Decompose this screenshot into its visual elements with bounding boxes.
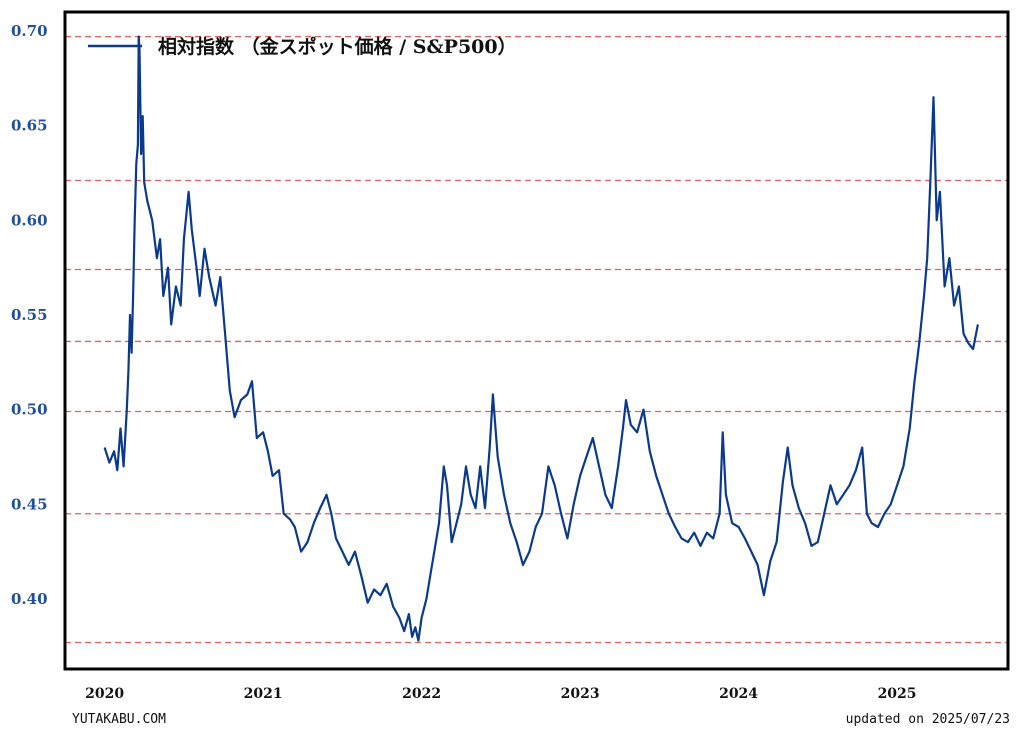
x-tick-label: 2024 xyxy=(719,686,758,702)
y-tick-label: 0.60 xyxy=(11,211,48,229)
plot-frame xyxy=(63,10,1010,671)
y-tick-label: 0.40 xyxy=(11,590,48,608)
x-axis-tick-labels: 2020 2021 2022 2023 2024 2025 xyxy=(85,686,916,702)
y-tick-label: 0.50 xyxy=(11,401,48,419)
series-line xyxy=(103,35,979,642)
y-tick-label: 0.45 xyxy=(11,495,48,513)
reference-lines xyxy=(65,35,1008,644)
site-name: YUTAKABU.COM xyxy=(72,712,166,727)
legend-label: 相対指数 （金スポット価格 / S&P500） xyxy=(158,35,517,58)
y-axis-tick-labels: 0.40 0.45 0.50 0.55 0.60 0.65 0.70 xyxy=(11,22,48,608)
y-tick-label: 0.55 xyxy=(11,306,48,324)
x-tick-label: 2020 xyxy=(85,686,124,702)
x-tick-label: 2021 xyxy=(244,686,283,702)
y-tick-label: 0.65 xyxy=(11,117,48,135)
updated-date: updated on 2025/07/23 xyxy=(845,712,1010,727)
x-tick-label: 2025 xyxy=(878,686,917,702)
y-tick-label: 0.70 xyxy=(11,22,48,40)
x-tick-label: 2023 xyxy=(561,686,600,702)
x-tick-label: 2022 xyxy=(402,686,441,702)
legend: 相対指数 （金スポット価格 / S&P500） xyxy=(88,35,517,58)
